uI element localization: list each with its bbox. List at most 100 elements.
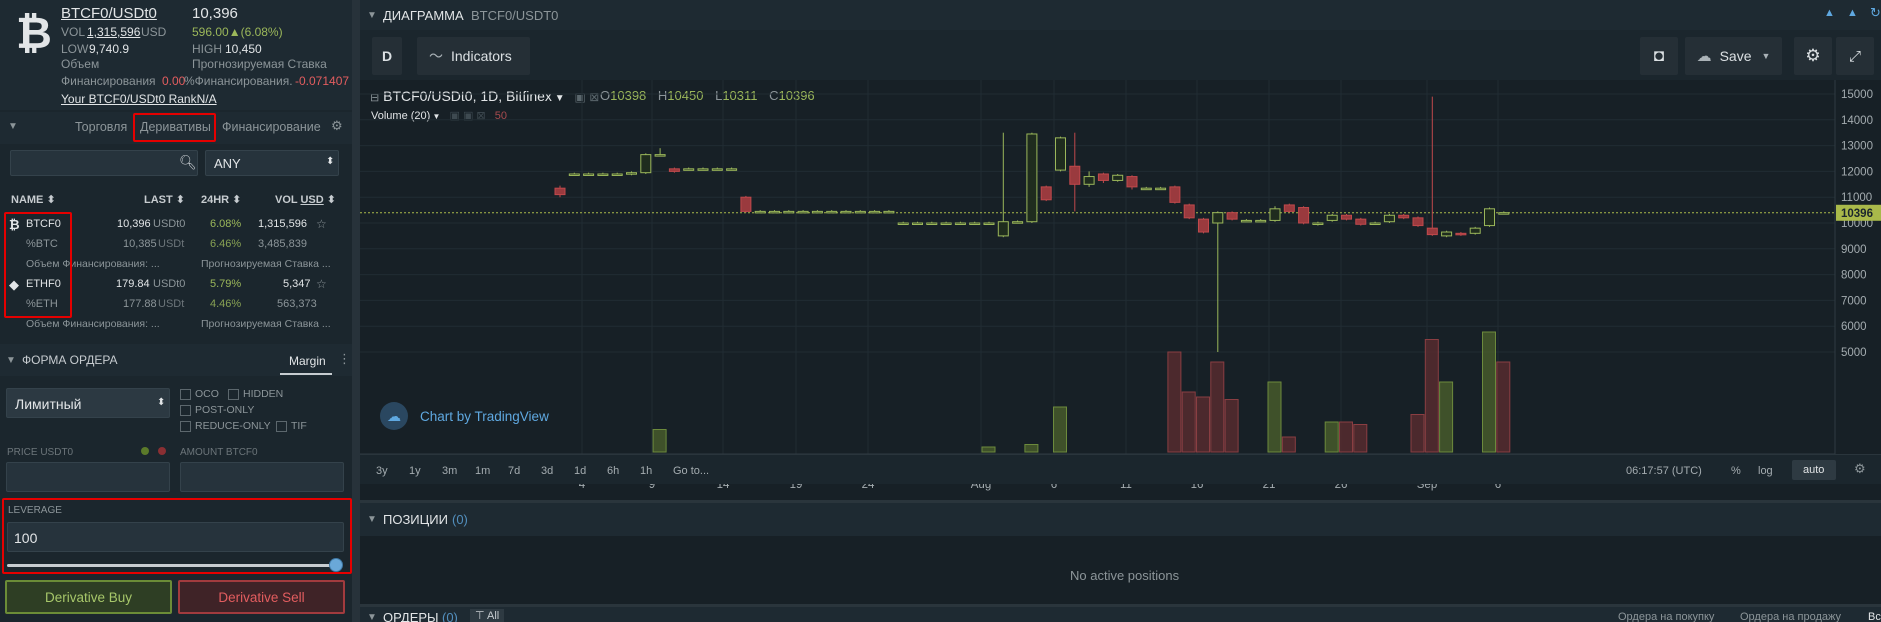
collapse-chevron-icon[interactable]: ▼ [367, 514, 377, 525]
row-change: 5.79% [210, 278, 242, 290]
checkbox-reduce-only[interactable] [180, 420, 191, 432]
option-oco[interactable]: OCO [180, 388, 219, 400]
market-filter-select[interactable]: ANY ⬍ [205, 150, 339, 176]
tab-all-orders[interactable]: Все [1868, 611, 1881, 622]
range-7d[interactable]: 7d [508, 465, 521, 477]
volume-label[interactable]: Volume (20) [371, 110, 431, 122]
collapse-chevron-icon[interactable]: ▼ [6, 355, 16, 366]
derivative-buy-button[interactable]: Derivative Buy [5, 580, 172, 614]
candle-body [1026, 133, 1038, 223]
refresh-icon[interactable]: ↻ [1870, 5, 1881, 20]
table-row[interactable]: ₿ BTCF0 10,396 USDt0 6.08% 1,315,596 ☆ %… [0, 214, 352, 274]
settings-gear-icon[interactable]: ⚙ [1794, 37, 1832, 75]
range-1d[interactable]: 1d [574, 465, 587, 477]
tab-margin[interactable]: Margin [289, 354, 326, 368]
percent-toggle[interactable]: % [1731, 465, 1741, 477]
tab-sell-orders[interactable]: Ордера на продажу [1740, 611, 1841, 622]
range-1y[interactable]: 1y [409, 465, 421, 477]
gear-icon[interactable]: ⚙ [331, 118, 343, 133]
candle-body [1398, 214, 1410, 219]
more-vertical-icon[interactable]: ⋮ [338, 351, 351, 366]
search-icon[interactable]: 🔍︎ [179, 154, 197, 170]
legend-collapse-icon[interactable]: ⊟ [370, 92, 380, 104]
option-post-only[interactable]: POST-ONLY [180, 404, 254, 416]
volume-bar [1024, 444, 1039, 453]
tab-trading[interactable]: Торговля [75, 120, 128, 134]
leverage-input[interactable]: 100 [7, 522, 344, 552]
leverage-slider-thumb[interactable] [329, 558, 343, 572]
price-input[interactable] [6, 462, 170, 492]
candle-body [926, 222, 938, 225]
price-sell-dot-icon[interactable] [158, 447, 166, 455]
checkbox-tif[interactable] [276, 420, 287, 432]
legend-symbol[interactable]: BTCF0/USDt0, 1D, Bitfinex [383, 88, 552, 104]
range-3m[interactable]: 3m [442, 465, 458, 477]
market-search-input[interactable]: 🔍︎ [10, 150, 198, 176]
checkbox-hidden[interactable] [228, 388, 239, 400]
positions-header: ▼ ПОЗИЦИИ (0) [360, 500, 1881, 536]
col-change[interactable]: 24HR ⬍ [201, 194, 242, 206]
leverage-value: 100 [14, 530, 38, 546]
range-goto[interactable]: Go to... [673, 465, 710, 477]
interval-button[interactable]: D [372, 37, 402, 75]
log-toggle[interactable]: log [1758, 465, 1773, 477]
derivative-sell-button[interactable]: Derivative Sell [178, 580, 345, 614]
star-icon[interactable]: ☆ [316, 217, 327, 231]
price-buy-dot-icon[interactable] [141, 447, 149, 455]
option-hidden[interactable]: HIDDEN [228, 388, 283, 400]
checkbox-post-only[interactable] [180, 404, 191, 416]
auto-toggle[interactable]: auto [1792, 460, 1836, 480]
panel-divider[interactable] [352, 0, 360, 622]
ticker-low-value: 9,740.9 [89, 42, 130, 56]
order-type-select[interactable]: Лимитный ⬍ [6, 388, 170, 418]
range-1h[interactable]: 1h [640, 465, 653, 477]
save-button[interactable]: ☁ Save ▼ [1685, 37, 1782, 75]
option-tif[interactable]: TIF [276, 420, 307, 432]
volume-bar [1424, 339, 1439, 453]
chevron-up-icon[interactable]: ▲ [1824, 7, 1835, 19]
leverage-slider-track[interactable] [7, 564, 337, 567]
orders-count: (0) [442, 610, 458, 622]
candle-body [912, 222, 923, 225]
range-3d[interactable]: 3d [541, 465, 554, 477]
ticker-funding-label: Финансирования [61, 74, 156, 88]
range-6h[interactable]: 6h [607, 465, 620, 477]
indicators-button[interactable]: 〜 Indicators [417, 37, 530, 75]
option-reduce-only[interactable]: REDUCE-ONLY [180, 420, 271, 432]
right-panel: ▼ ДИАГРАММА BTCF0/USDT0 ▲ ▲ ↻ D 〜 Indicat… [360, 0, 1881, 622]
col-name[interactable]: NAME ⬍ [11, 194, 56, 206]
option-reduce-only-label: REDUCE-ONLY [195, 420, 271, 432]
volume-dropdown-icon[interactable]: ▼ [430, 112, 441, 121]
row-last: 10,396 [117, 218, 151, 230]
table-row[interactable]: ◆ ETHF0 179.84 USDt0 5.79% 5,347 ☆ %ETH … [0, 274, 352, 334]
col-last[interactable]: LAST ⬍ [144, 194, 186, 206]
ticker-rank[interactable]: Your BTCF0/USDt0 RankN/A [61, 92, 217, 106]
fullscreen-icon[interactable]: ⤢ [1836, 37, 1874, 75]
collapse-chevron-icon[interactable]: ▼ [367, 612, 377, 622]
row-sub-change: 6.46% [210, 238, 242, 250]
range-3y[interactable]: 3y [376, 465, 388, 477]
tradingview-watermark[interactable]: ☁ Chart by TradingView [380, 402, 549, 430]
range-1m[interactable]: 1m [475, 465, 491, 477]
collapse-chevron-icon[interactable]: ▼ [367, 10, 377, 21]
tab-buy-orders[interactable]: Ордера на покупку [1618, 611, 1715, 622]
camera-icon[interactable]: ◘ [1640, 37, 1678, 75]
tab-funding[interactable]: Финансирование [222, 120, 321, 134]
orders-filter-all[interactable]: ⊤ All [470, 609, 505, 622]
star-icon[interactable]: ☆ [316, 277, 327, 291]
collapse-chevron-icon[interactable]: ▼ [8, 121, 18, 132]
price-chart[interactable]: 15000 14000 13000 12000 11000 10000 9000 8000 70… [360, 80, 1881, 500]
chart-settings-gear-icon[interactable]: ⚙ [1854, 461, 1866, 476]
tradingview-link[interactable]: Chart by TradingView [420, 408, 549, 424]
tab-derivatives[interactable]: Деривативы [140, 120, 211, 134]
col-vol[interactable]: VOL USD ⬍ [275, 194, 336, 206]
candle-body [854, 210, 866, 214]
volume-settings-icon[interactable]: ▣ ▣ ⊠ [449, 110, 486, 122]
checkbox-oco[interactable] [180, 388, 191, 400]
row-vol: 5,347 [283, 278, 311, 290]
chevron-down-icon[interactable]: ▲ [1847, 7, 1858, 19]
legend-dropdown-icon[interactable]: ▼ [551, 93, 565, 104]
amount-input[interactable] [180, 462, 344, 492]
ticker-pair[interactable]: BTCF0/USDt0 [61, 5, 157, 22]
positions-body: No active positions [360, 536, 1881, 604]
